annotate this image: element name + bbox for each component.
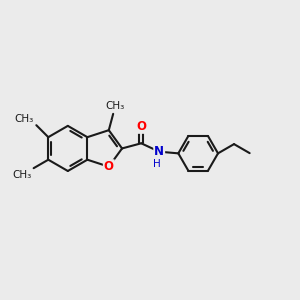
Text: CH₃: CH₃	[105, 101, 124, 111]
Text: CH₃: CH₃	[12, 170, 31, 180]
Text: N: N	[154, 145, 164, 158]
Text: H: H	[153, 159, 161, 169]
Text: CH₃: CH₃	[15, 114, 34, 124]
Text: O: O	[104, 160, 114, 173]
Text: O: O	[136, 120, 146, 133]
